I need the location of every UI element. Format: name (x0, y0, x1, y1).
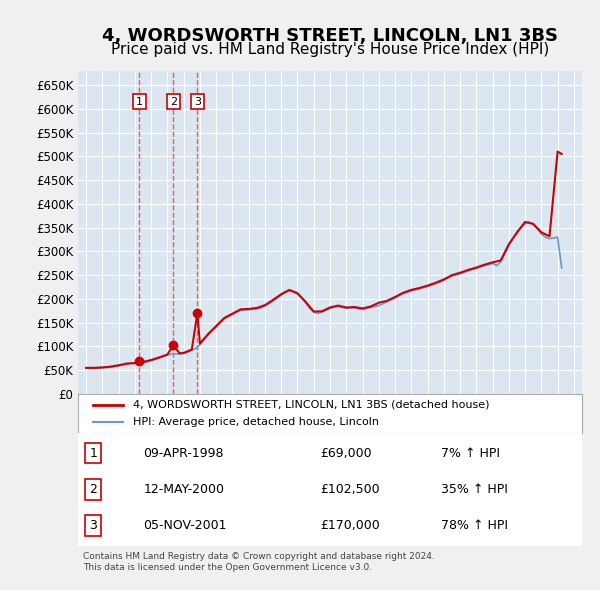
Text: Contains HM Land Registry data © Crown copyright and database right 2024.
This d: Contains HM Land Registry data © Crown c… (83, 552, 435, 572)
Text: 7% ↑ HPI: 7% ↑ HPI (441, 447, 500, 460)
Text: £102,500: £102,500 (320, 483, 380, 496)
Text: 35% ↑ HPI: 35% ↑ HPI (441, 483, 508, 496)
Text: 12-MAY-2000: 12-MAY-2000 (143, 483, 224, 496)
Text: £170,000: £170,000 (320, 519, 380, 532)
Text: 1: 1 (89, 447, 97, 460)
Text: Price paid vs. HM Land Registry's House Price Index (HPI): Price paid vs. HM Land Registry's House … (111, 42, 549, 57)
Text: 1: 1 (136, 97, 143, 107)
Text: 78% ↑ HPI: 78% ↑ HPI (441, 519, 508, 532)
Text: 3: 3 (89, 519, 97, 532)
Text: 4, WORDSWORTH STREET, LINCOLN, LN1 3BS: 4, WORDSWORTH STREET, LINCOLN, LN1 3BS (102, 27, 558, 45)
Text: 09-APR-1998: 09-APR-1998 (143, 447, 224, 460)
Text: 3: 3 (194, 97, 201, 107)
Text: £69,000: £69,000 (320, 447, 371, 460)
Text: 2: 2 (89, 483, 97, 496)
Text: 2: 2 (170, 97, 177, 107)
Text: 05-NOV-2001: 05-NOV-2001 (143, 519, 227, 532)
Text: HPI: Average price, detached house, Lincoln: HPI: Average price, detached house, Linc… (133, 417, 379, 427)
Text: 4, WORDSWORTH STREET, LINCOLN, LN1 3BS (detached house): 4, WORDSWORTH STREET, LINCOLN, LN1 3BS (… (133, 400, 490, 410)
